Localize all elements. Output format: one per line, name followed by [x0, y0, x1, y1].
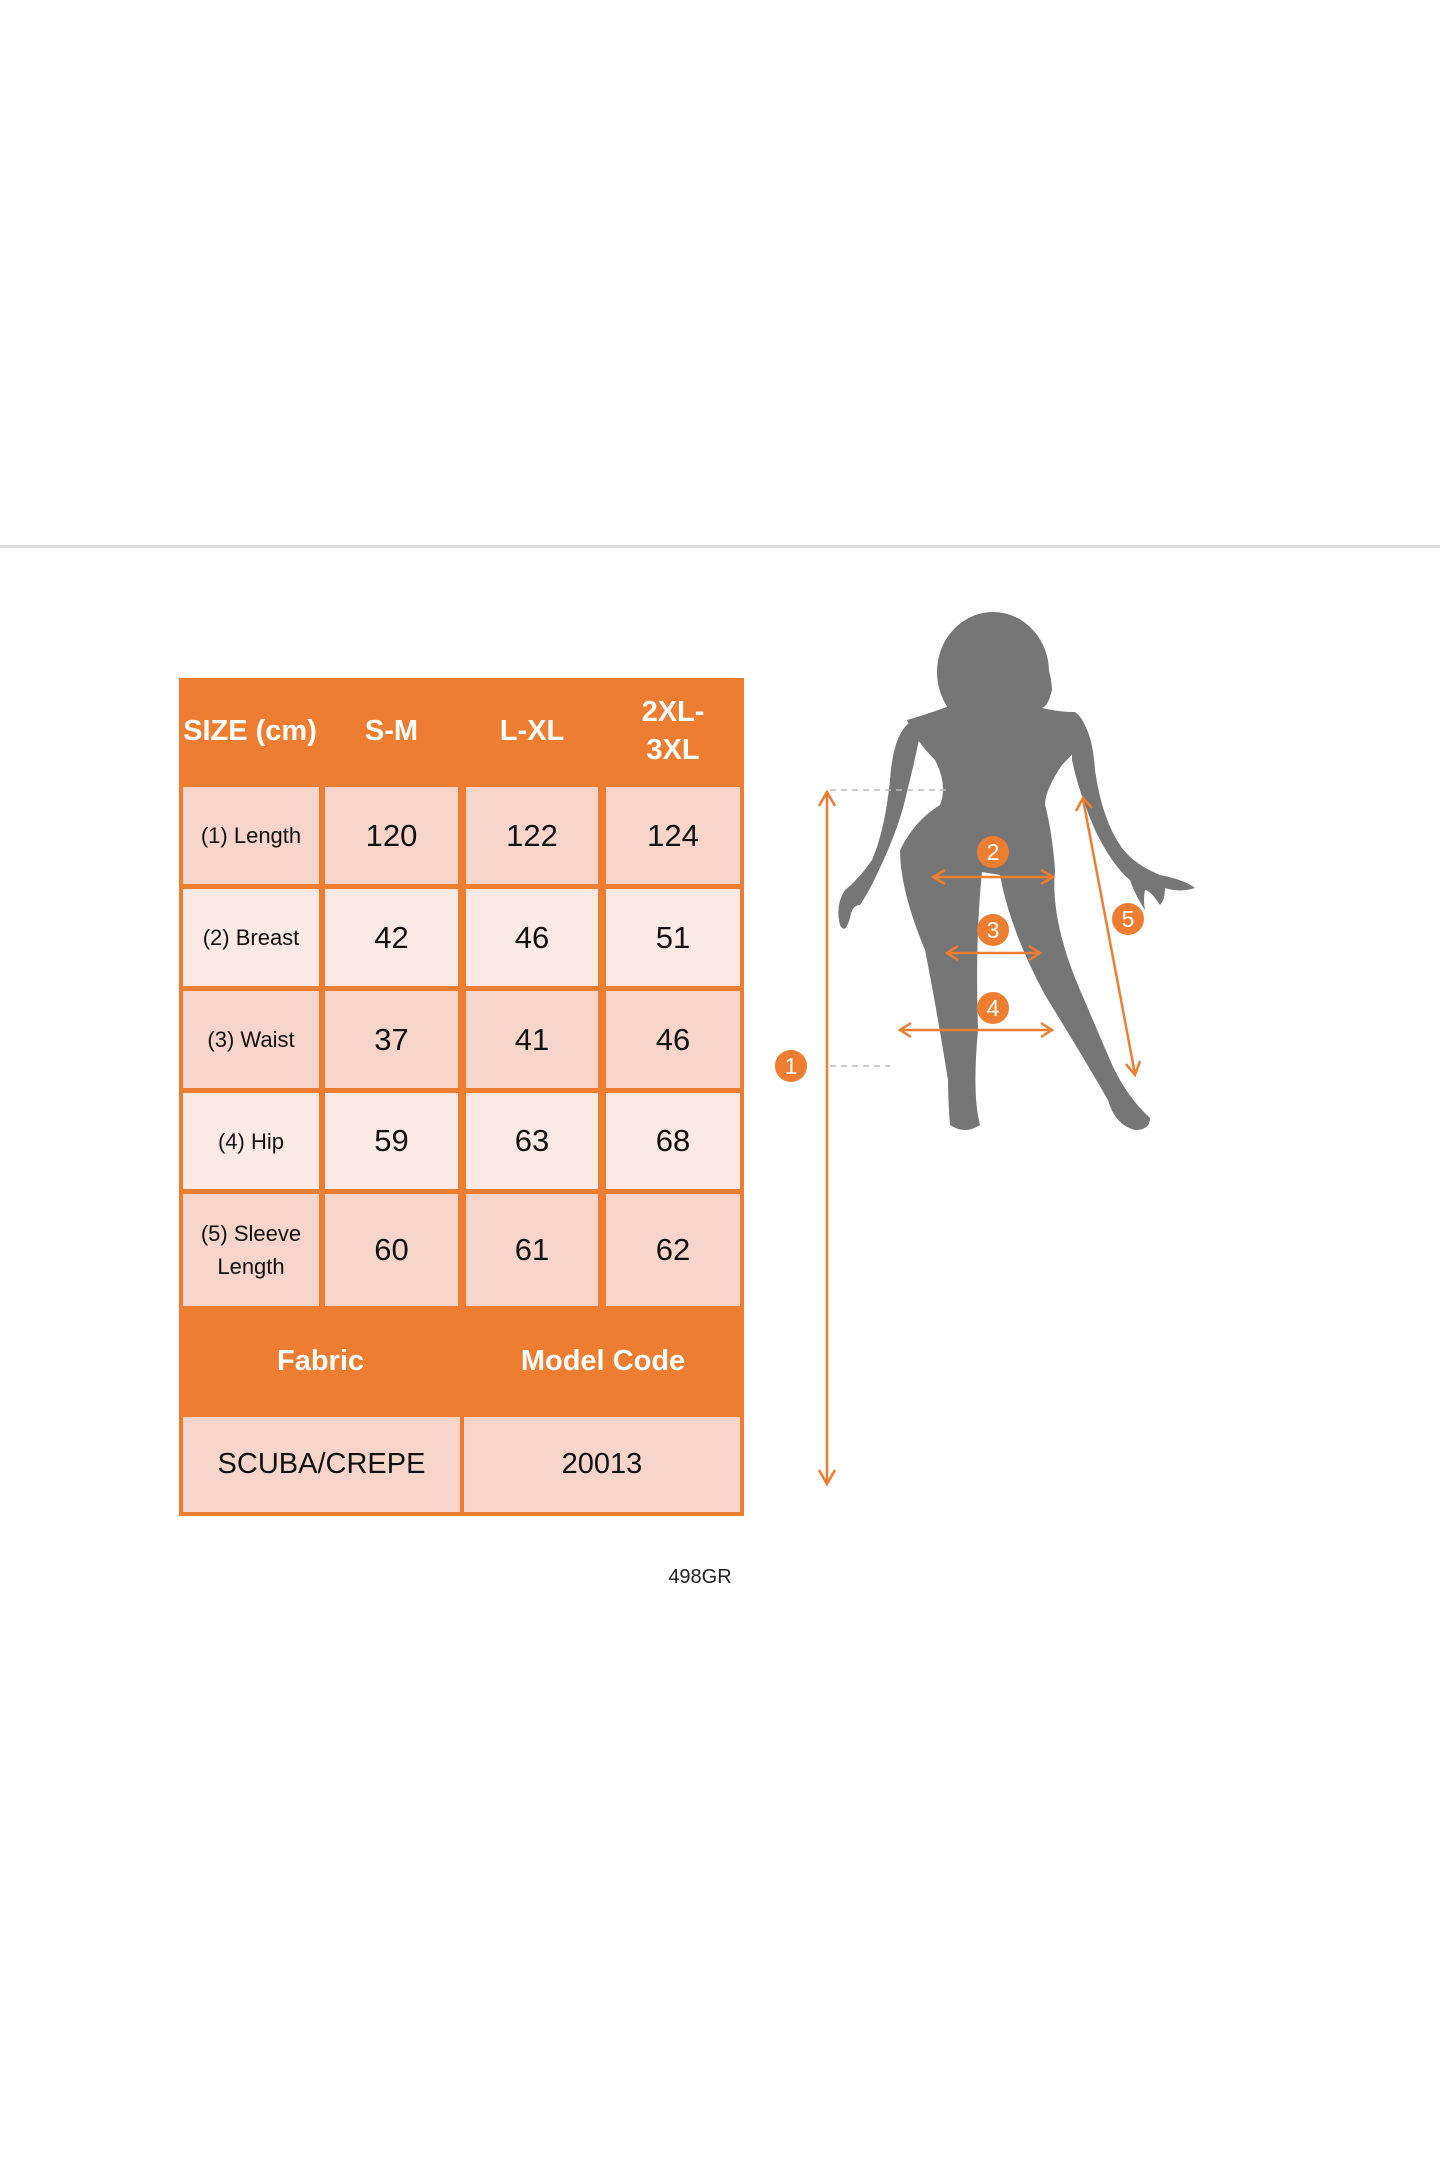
size-value: 120	[325, 787, 458, 884]
divider	[0, 545, 1440, 548]
product-code: 498GR	[668, 1566, 732, 1588]
size-value: 124	[606, 787, 740, 884]
measurement-marker: 1	[775, 1050, 807, 1082]
header-fabric: Fabric	[276, 1345, 365, 1378]
size-chart-table: SIZE (cm) S-M L-XL 2XL-3XL (1) Length 120…	[179, 678, 744, 1516]
header-model-code: Model Code	[520, 1345, 686, 1378]
size-value: 63	[466, 1093, 598, 1189]
measurement-marker: 4	[977, 992, 1009, 1024]
measurement-arrows	[817, 789, 1142, 1487]
fabric-value: SCUBA/CREPE	[183, 1417, 460, 1512]
measurement-marker: 3	[977, 914, 1009, 946]
header-size: SIZE (cm)	[183, 714, 317, 747]
size-value: 42	[325, 889, 458, 986]
size-value: 41	[466, 991, 598, 1088]
measurement-marker: 5	[1112, 903, 1144, 935]
header-2xl-3xl: 2XL-3XL	[641, 695, 705, 766]
svg-text:4: 4	[987, 995, 1000, 1021]
header-l-xl: L-XL	[499, 714, 565, 747]
model-code-value: 20013	[464, 1417, 740, 1512]
size-value: 60	[325, 1194, 458, 1306]
size-value: 46	[606, 991, 740, 1088]
row-label: (3) Waist	[183, 991, 319, 1088]
svg-text:1: 1	[785, 1053, 798, 1079]
guide-lines	[830, 789, 950, 1067]
size-value: 37	[325, 991, 458, 1088]
svg-text:2: 2	[987, 839, 1000, 865]
row-label: (1) Length	[183, 787, 319, 884]
row-label: (4) Hip	[183, 1093, 319, 1189]
row-label: (2) Breast	[183, 889, 319, 986]
size-value: 59	[325, 1093, 458, 1189]
size-value: 46	[466, 889, 598, 986]
size-value: 62	[606, 1194, 740, 1306]
size-value: 61	[466, 1194, 598, 1306]
svg-text:3: 3	[987, 917, 1000, 943]
size-value: 51	[606, 889, 740, 986]
woman-silhouette	[838, 612, 1195, 1130]
svg-text:5: 5	[1122, 906, 1135, 932]
row-label: (5) Sleeve Length	[183, 1194, 319, 1306]
size-value: 122	[466, 787, 598, 884]
measurement-marker: 2	[977, 836, 1009, 868]
size-value: 68	[606, 1093, 740, 1189]
header-s-m: S-M	[364, 714, 419, 747]
